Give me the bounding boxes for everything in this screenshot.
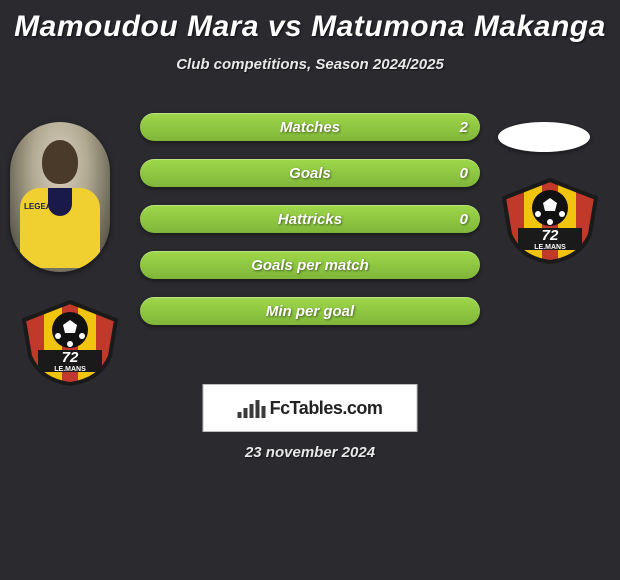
stat-bar-min-per-goal: Min per goal — [140, 297, 480, 325]
stat-right-value: 0 — [460, 211, 468, 228]
vs-label: vs — [268, 10, 302, 43]
stat-bar-hattricks: Hattricks 0 — [140, 205, 480, 233]
stat-label: Hattricks — [278, 211, 342, 228]
stat-bar-matches: Matches 2 — [140, 113, 480, 141]
stat-bar-goals-per-match: Goals per match — [140, 251, 480, 279]
stat-label: Goals per match — [251, 257, 369, 274]
crest-icon: 72 LE.MANS — [20, 300, 120, 386]
player1-photo: LEGEA — [10, 122, 110, 272]
player2-club-crest: 72 LE.MANS — [500, 178, 600, 264]
source-name: FcTables.com — [270, 398, 383, 419]
stat-label: Matches — [280, 119, 340, 136]
jersey-brand: LEGEA — [24, 202, 52, 211]
stat-label: Goals — [289, 165, 331, 182]
stat-bar-goals: Goals 0 — [140, 159, 480, 187]
bars-chart-icon — [238, 398, 266, 418]
player1-club-crest: 72 LE.MANS — [20, 300, 120, 386]
comparison-title: Mamoudou Mara vs Matumona Makanga — [0, 0, 620, 44]
svg-text:72: 72 — [62, 349, 79, 366]
crest-icon: 72 LE.MANS — [500, 178, 600, 264]
stat-right-value: 2 — [460, 119, 468, 136]
player1-name: Mamoudou Mara — [14, 10, 259, 43]
generation-date: 23 november 2024 — [0, 444, 620, 461]
player1-jersey — [20, 188, 100, 268]
svg-text:LE.MANS: LE.MANS — [534, 244, 566, 251]
player2-photo-placeholder — [498, 122, 590, 152]
player2-name: Matumona Makanga — [311, 10, 606, 43]
svg-text:72: 72 — [542, 227, 559, 244]
competition-subtitle: Club competitions, Season 2024/2025 — [0, 56, 620, 73]
source-logobox: FcTables.com — [203, 384, 418, 432]
stat-right-value: 0 — [460, 165, 468, 182]
svg-text:LE.MANS: LE.MANS — [54, 366, 86, 373]
player1-head — [42, 140, 78, 184]
stat-label: Min per goal — [266, 303, 354, 320]
